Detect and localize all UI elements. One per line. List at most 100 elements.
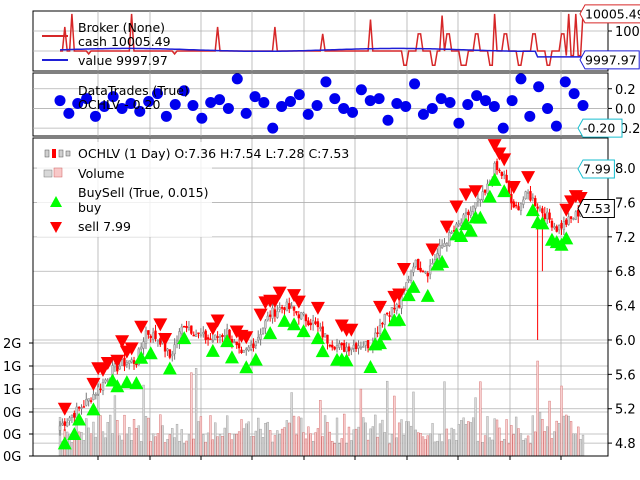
volume-bar — [531, 415, 535, 457]
candle-body — [385, 312, 389, 315]
trade-dot — [152, 88, 164, 100]
trades-value-tag-box — [577, 118, 623, 138]
candle-body — [216, 336, 219, 338]
volume-bar — [276, 430, 279, 457]
volume-bar — [438, 433, 441, 457]
volume-bar — [302, 432, 305, 457]
trade-dot — [542, 102, 554, 114]
candle-body — [106, 379, 109, 382]
trade-dot — [471, 90, 483, 102]
candle-body — [342, 342, 346, 352]
price-tick-label: 4.8 — [615, 437, 636, 452]
candle-body — [364, 341, 367, 346]
volume-bar — [462, 417, 465, 457]
volume-bar — [202, 434, 205, 457]
candle-body — [271, 307, 274, 319]
volume-bar — [388, 443, 391, 457]
candle-body — [569, 216, 573, 219]
candle-body — [550, 220, 554, 228]
volume-bar — [474, 397, 477, 457]
trade-dot — [409, 78, 421, 90]
candle-body — [249, 344, 253, 350]
candle-body — [199, 334, 203, 337]
volume-bar — [567, 415, 570, 457]
volume-bar — [538, 411, 542, 457]
volume-bar — [209, 415, 212, 457]
volume-bar — [436, 440, 439, 457]
volume-bar — [120, 439, 124, 457]
buy-marker — [129, 376, 144, 390]
price-tick-label: 5.2 — [615, 403, 636, 418]
trade-dot — [222, 102, 234, 114]
buy-legend-marker — [50, 196, 62, 207]
candle-body — [328, 344, 332, 347]
volume-bar — [574, 433, 577, 457]
candle-body — [147, 330, 150, 335]
volume-bar — [254, 430, 257, 457]
volume-bar — [440, 441, 444, 457]
trade-dot — [89, 110, 101, 122]
buy-marker — [377, 327, 392, 341]
cash-line — [60, 13, 584, 67]
sell-marker — [267, 294, 282, 308]
candle-body — [204, 330, 207, 340]
candle-body — [510, 194, 513, 204]
volume-bar — [517, 428, 520, 457]
buy-marker — [482, 189, 497, 203]
candle-body — [180, 326, 183, 334]
trade-dot — [54, 95, 66, 107]
candle-body — [347, 346, 351, 352]
trade-dot — [240, 107, 252, 119]
candle-body — [245, 348, 248, 351]
volume-bar — [572, 433, 575, 457]
candle-body — [522, 199, 525, 205]
volume-bar — [161, 425, 164, 457]
candle-body — [190, 325, 193, 334]
value-value-tag-box — [579, 50, 640, 70]
sell-marker — [521, 171, 536, 185]
volume-bar — [536, 360, 539, 457]
candle-body — [555, 226, 558, 232]
candle-body — [309, 322, 312, 326]
price-tick-label: 6.4 — [615, 300, 636, 315]
volume-bar — [194, 368, 198, 457]
buy-marker — [401, 288, 416, 302]
broker-panel-frame — [32, 10, 609, 72]
volume-bar — [278, 434, 281, 457]
candle-body — [409, 270, 413, 281]
volume-bar — [147, 417, 150, 457]
volume-bar — [524, 438, 527, 457]
sell-legend-label: sell 7.99 — [78, 219, 131, 234]
volume-bar — [264, 423, 267, 457]
candle-body — [414, 259, 418, 267]
candle-body — [567, 216, 570, 225]
volume-bar — [357, 426, 360, 457]
candle-body — [202, 332, 205, 335]
candle-body — [526, 191, 530, 194]
volume-bar — [113, 395, 117, 457]
volume-bar — [214, 422, 217, 457]
trade-dot — [98, 100, 110, 112]
volume-bar — [144, 416, 148, 457]
volume-bar — [151, 433, 155, 457]
candle-body — [553, 226, 556, 229]
candle-body — [70, 414, 74, 419]
trade-dot — [143, 96, 155, 108]
candle-body — [142, 341, 145, 349]
volume-tick-label: 1G — [3, 383, 21, 398]
buy-marker — [57, 436, 72, 450]
candle-body — [483, 189, 487, 193]
volume-bar — [261, 437, 265, 457]
candle-body — [541, 208, 544, 214]
volume-bar — [99, 415, 102, 457]
volume-bar — [495, 419, 499, 457]
volume-bar — [185, 440, 188, 457]
candle-body — [276, 311, 279, 318]
candle-body — [304, 314, 308, 322]
candle-body — [443, 243, 446, 247]
trades-dots — [54, 73, 589, 134]
candle-body — [89, 400, 93, 402]
sell-marker — [396, 263, 411, 277]
trades-panel-frame — [32, 72, 609, 137]
